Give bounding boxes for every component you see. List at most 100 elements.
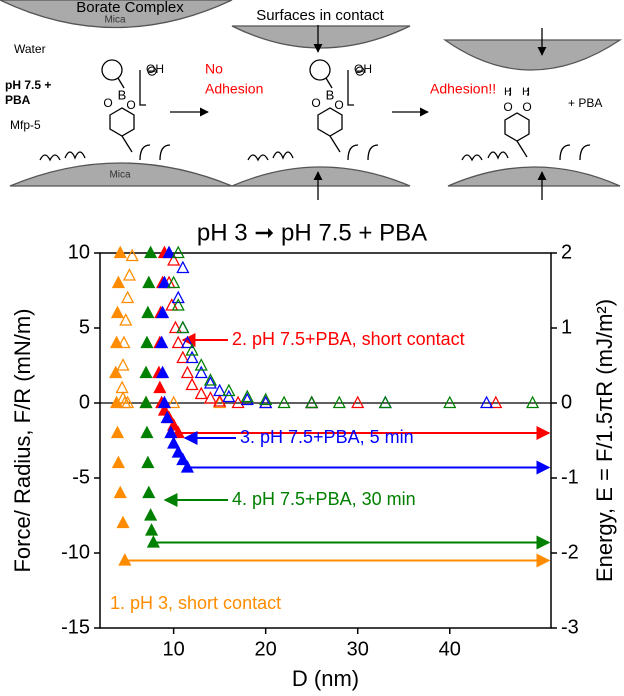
open-triangle xyxy=(240,389,254,403)
y2-tick-label: -1 xyxy=(561,466,579,488)
filled-triangle xyxy=(109,365,123,379)
y2-axis-label: Energy, E = F/1.5πR (mJ/m²) xyxy=(592,299,617,582)
filled-triangle xyxy=(140,425,154,439)
open-triangle xyxy=(240,392,254,406)
filled-triangle xyxy=(141,305,155,319)
filled-triangle xyxy=(153,380,167,394)
filled-triangle xyxy=(162,245,176,259)
y2-tick-label: -2 xyxy=(561,541,579,563)
open-triangle xyxy=(332,395,346,409)
filled-triangle xyxy=(111,455,125,469)
schematic-label: Mica xyxy=(104,15,126,26)
schematic-label: O xyxy=(334,98,343,112)
open-triangle xyxy=(259,395,273,409)
schematic-label: O xyxy=(522,100,531,114)
open-triangle xyxy=(222,389,236,403)
filled-triangle xyxy=(157,275,172,289)
open-triangle xyxy=(526,395,540,409)
filled-triangle xyxy=(110,425,125,439)
filled-triangle xyxy=(113,485,127,499)
schematic-label: Surfaces in contact xyxy=(256,7,384,24)
open-triangle xyxy=(168,320,183,334)
open-triangle xyxy=(176,320,190,334)
schematic-label: Mica xyxy=(109,170,131,181)
y2-tick-label: 0 xyxy=(561,391,572,413)
open-triangle xyxy=(222,383,236,397)
filled-triangle xyxy=(144,245,158,259)
schematic-label: H xyxy=(504,86,512,98)
x-tick-label: 40 xyxy=(439,638,461,660)
y-tick-label: 10 xyxy=(68,241,90,263)
open-triangle xyxy=(277,395,291,409)
y2-tick-label: 2 xyxy=(561,241,572,263)
filled-triangle xyxy=(167,436,181,449)
schematic-label: ⊖ xyxy=(146,63,158,79)
open-triangle xyxy=(167,253,181,266)
open-triangle xyxy=(231,395,245,409)
filled-triangle xyxy=(144,523,159,536)
schematic-label: B xyxy=(118,87,127,102)
filled-triangle xyxy=(141,455,155,469)
filled-triangle xyxy=(171,445,185,458)
schematic-label: PBA xyxy=(5,93,31,107)
open-triangle xyxy=(122,268,137,281)
open-triangle xyxy=(185,350,199,364)
plot-frame xyxy=(99,252,552,629)
open-triangle xyxy=(167,395,181,409)
filled-triangle xyxy=(139,365,153,379)
schematic-label: Mfp-5 xyxy=(10,118,41,132)
open-triangle xyxy=(378,395,392,409)
open-triangle xyxy=(171,245,185,259)
open-triangle xyxy=(203,391,218,404)
schematic-label: No xyxy=(205,61,223,77)
series-label: 3. pH 7.5+PBA, 5 min xyxy=(240,427,414,447)
schematic-label: pH 7.5 + xyxy=(5,78,51,92)
filled-triangle xyxy=(139,395,153,409)
open-triangle xyxy=(119,313,133,326)
open-triangle xyxy=(185,343,199,356)
open-triangle xyxy=(185,377,199,391)
open-triangle xyxy=(176,260,190,274)
filled-triangle xyxy=(113,245,127,259)
schematic-label: B xyxy=(326,87,335,102)
filled-triangle xyxy=(140,335,154,349)
filled-triangle xyxy=(144,508,158,521)
x-tick-label: 10 xyxy=(163,638,185,660)
open-triangle xyxy=(171,335,185,349)
open-triangle xyxy=(176,350,190,364)
open-triangle xyxy=(194,365,208,379)
open-triangle xyxy=(305,395,319,409)
open-triangle xyxy=(443,395,457,409)
schematic xyxy=(0,0,623,200)
open-triangle xyxy=(125,248,139,262)
open-triangle xyxy=(351,395,365,409)
open-triangle xyxy=(176,320,190,334)
open-triangle xyxy=(194,358,208,371)
schematic-label: OH xyxy=(146,62,164,76)
open-triangle xyxy=(305,395,319,409)
series-label: 2. pH 7.5+PBA, short contact xyxy=(232,329,465,349)
filled-triangle xyxy=(164,425,178,439)
filled-triangle xyxy=(116,515,130,529)
open-triangle xyxy=(213,394,227,407)
filled-triangle xyxy=(111,275,125,289)
filled-triangle xyxy=(155,335,169,349)
open-triangle xyxy=(165,298,179,311)
open-triangle xyxy=(171,290,185,304)
filled-triangle xyxy=(160,410,174,424)
schematic-label: O xyxy=(103,96,112,110)
y-tick-label: 5 xyxy=(79,316,90,338)
series-label: 1. pH 3, short contact xyxy=(110,593,281,613)
open-triangle xyxy=(180,335,195,349)
schematic-label: + PBA xyxy=(568,96,602,110)
y-tick-label: -15 xyxy=(61,616,90,638)
schematic-label: O xyxy=(311,96,320,110)
open-triangle xyxy=(213,395,227,409)
open-triangle xyxy=(116,358,130,371)
schematic-label: ⊖ xyxy=(354,63,366,79)
open-triangle xyxy=(117,335,131,349)
x-axis-label: D (nm) xyxy=(292,666,359,691)
open-triangle xyxy=(194,386,208,400)
open-triangle xyxy=(213,383,227,397)
